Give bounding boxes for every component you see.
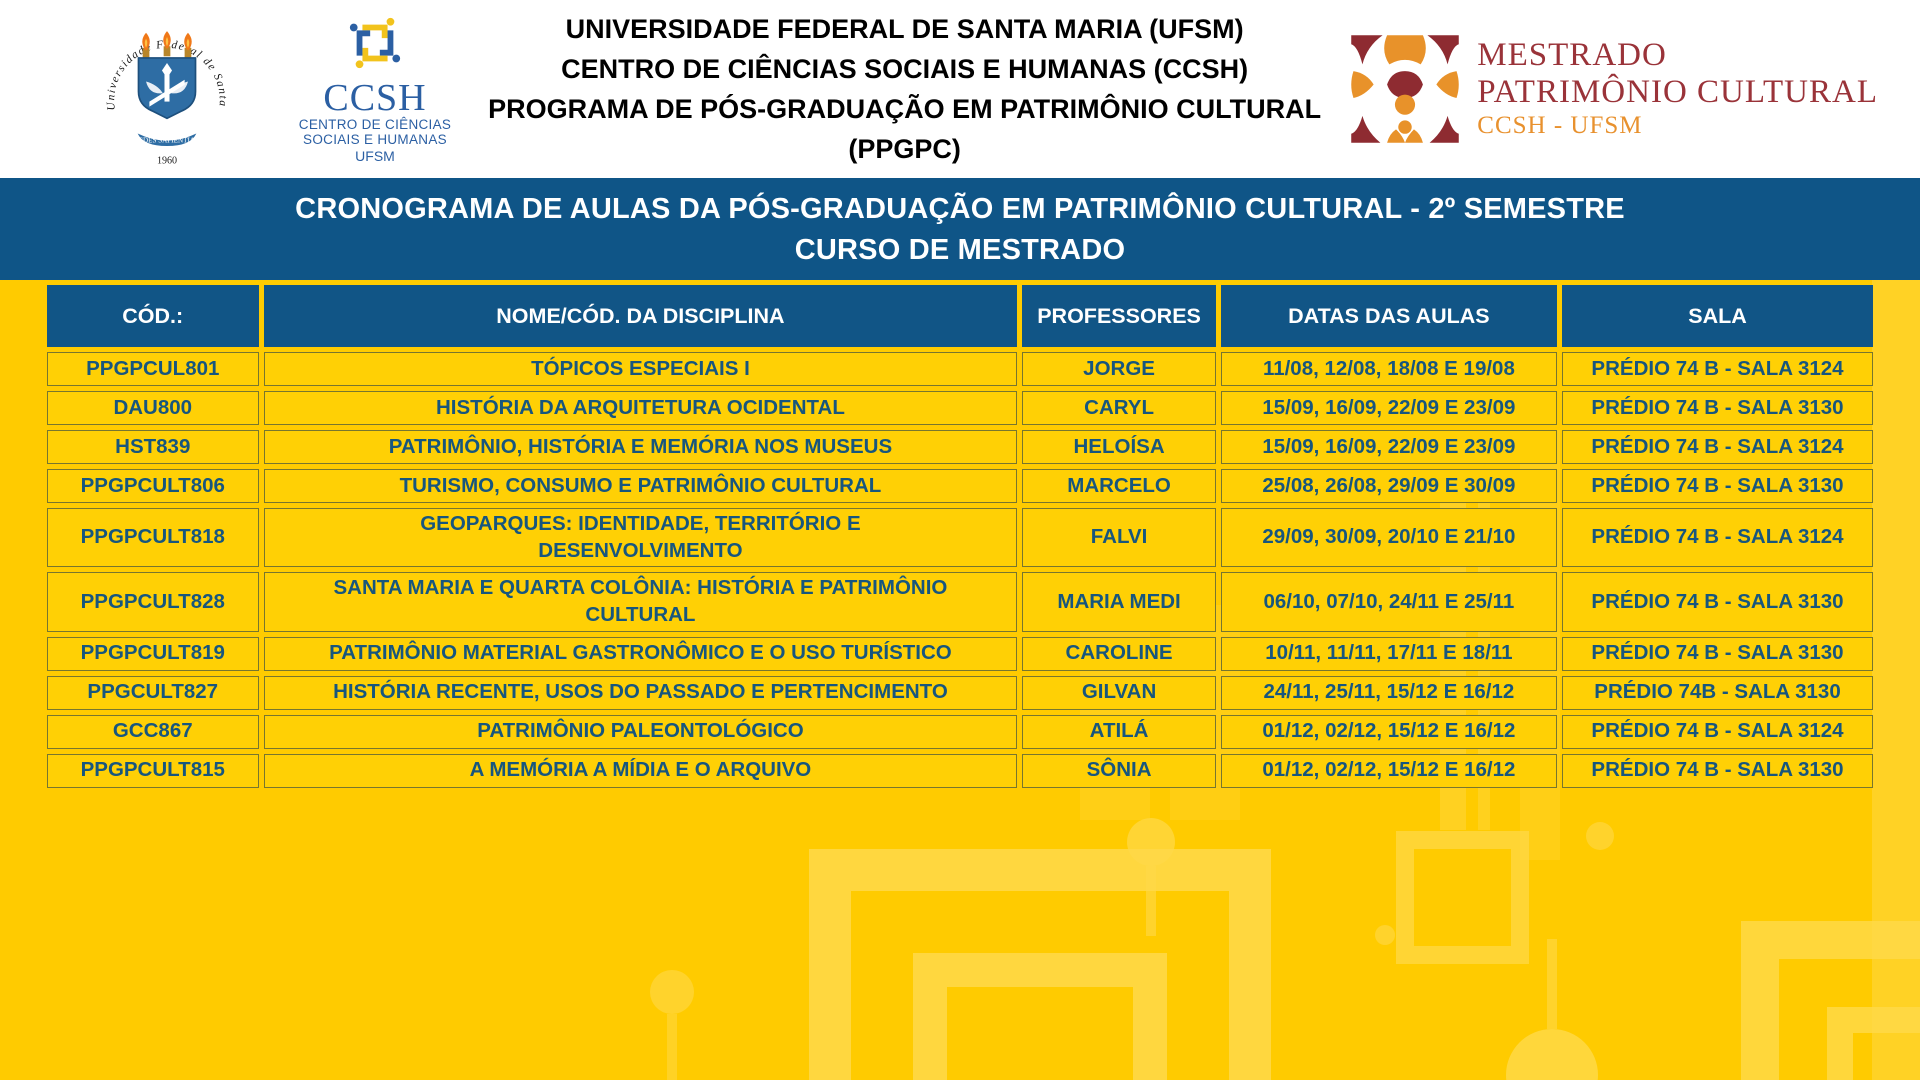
- table-body: PPGPCUL801 TÓPICOS ESPECIAIS I JORGE 11/…: [47, 352, 1873, 788]
- page-header: Universidade Federal de Santa Maria SEDE…: [0, 0, 1920, 178]
- table-row: PPGPCUL801 TÓPICOS ESPECIAIS I JORGE 11/…: [47, 352, 1873, 386]
- cell-professor: ATILÁ: [1022, 714, 1216, 749]
- column-header-disciplina: NOME/CÓD. DA DISCIPLINA: [263, 285, 1018, 347]
- column-header-sala: SALA: [1562, 285, 1873, 347]
- seal-motto-banner: [137, 133, 197, 147]
- table-row: PPGPCULT815 A MEMÓRIA A MÍDIA E O ARQUIV…: [47, 753, 1873, 788]
- column-header-professores: PROFESSORES: [1022, 285, 1216, 347]
- mestrado-line2: PATRIMÔNIO CULTURAL: [1477, 74, 1878, 110]
- column-header-datas: DATAS DAS AULAS: [1220, 285, 1558, 347]
- ccsh-logo: CCSH CENTRO DE CIÊNCIAS SOCIAIS E HUMANA…: [290, 14, 460, 164]
- cell-disciplina: TURISMO, CONSUMO E PATRIMÔNIO CULTURAL: [263, 469, 1018, 503]
- ccsh-line2: SOCIAIS E HUMANAS: [303, 132, 447, 147]
- banner-line2: CURSO DE MESTRADO: [794, 234, 1126, 266]
- cell-sala: PRÉDIO 74B - SALA 3130: [1562, 675, 1873, 710]
- cell-disciplina: TÓPICOS ESPECIAIS I: [263, 352, 1018, 386]
- ccsh-icon: [349, 17, 401, 69]
- cell-cod: PPGCULT827: [47, 675, 259, 710]
- cell-professor: FALVI: [1022, 508, 1216, 568]
- schedule-banner: CRONOGRAMA DE AULAS DA PÓS-GRADUAÇÃO EM …: [0, 178, 1920, 280]
- ccsh-acronym: CCSH: [323, 77, 427, 119]
- institution-title: UNIVERSIDADE FEDERAL DE SANTA MARIA (UFS…: [460, 9, 1349, 169]
- table-row: PPGPCULT819 PATRIMÔNIO MATERIAL GASTRONÔ…: [47, 636, 1873, 671]
- cell-sala: PRÉDIO 74 B - SALA 3124: [1562, 430, 1873, 464]
- mestrado-line3: CCSH - UFSM: [1477, 112, 1643, 139]
- cell-datas: 15/09, 16/09, 22/09 E 23/09: [1220, 391, 1558, 425]
- cell-professor: SÔNIA: [1022, 753, 1216, 788]
- cell-sala: PRÉDIO 74 B - SALA 3124: [1562, 714, 1873, 749]
- institution-line3: PROGRAMA DE PÓS-GRADUAÇÃO EM PATRIMÔNIO …: [488, 94, 1322, 164]
- cell-sala: PRÉDIO 74 B - SALA 3124: [1562, 352, 1873, 386]
- cell-cod: GCC867: [47, 714, 259, 749]
- cell-disciplina: PATRIMÔNIO, HISTÓRIA E MEMÓRIA NOS MUSEU…: [263, 430, 1018, 464]
- institution-line1: UNIVERSIDADE FEDERAL DE SANTA MARIA (UFS…: [565, 14, 1244, 44]
- cell-professor: GILVAN: [1022, 675, 1216, 710]
- cell-datas: 01/12, 02/12, 15/12 E 16/12: [1220, 753, 1558, 788]
- table-row: DAU800 HISTÓRIA DA ARQUITETURA OCIDENTAL…: [47, 391, 1873, 425]
- cell-datas: 29/09, 30/09, 20/10 E 21/10: [1220, 508, 1558, 568]
- cell-datas: 25/08, 26/08, 29/09 E 30/09: [1220, 469, 1558, 503]
- mestrado-logo-icon: [1351, 35, 1460, 143]
- cell-disciplina: HISTÓRIA DA ARQUITETURA OCIDENTAL: [263, 391, 1018, 425]
- cell-professor: JORGE: [1022, 352, 1216, 386]
- cell-sala: PRÉDIO 74 B - SALA 3130: [1562, 572, 1873, 632]
- cell-cod: PPGPCULT815: [47, 753, 259, 788]
- cell-disciplina: PATRIMÔNIO MATERIAL GASTRONÔMICO E O USO…: [263, 636, 1018, 671]
- cell-cod: PPGPCULT818: [47, 508, 259, 568]
- institution-line2: CENTRO DE CIÊNCIAS SOCIAIS E HUMANAS (CC…: [561, 54, 1249, 84]
- table-row: PPGCULT827 HISTÓRIA RECENTE, USOS DO PAS…: [47, 675, 1873, 710]
- cell-professor: CAROLINE: [1022, 636, 1216, 671]
- ufsm-seal-icon: Universidade Federal de Santa Maria SEDE…: [90, 11, 229, 167]
- cell-cod: PPGPCULT828: [47, 572, 259, 632]
- seal-motto: SEDES SAPIENTIAE: [135, 137, 200, 145]
- cell-cod: HST839: [47, 430, 259, 464]
- cell-sala: PRÉDIO 74 B - SALA 3130: [1562, 391, 1873, 425]
- cell-sala: PRÉDIO 74 B - SALA 3130: [1562, 469, 1873, 503]
- cell-sala: PRÉDIO 74 B - SALA 3124: [1562, 508, 1873, 568]
- cell-professor: MARCELO: [1022, 469, 1216, 503]
- table-header-row: CÓD.: NOME/CÓD. DA DISCIPLINA PROFESSORE…: [47, 285, 1873, 347]
- cell-professor: CARYL: [1022, 391, 1216, 425]
- banner-line1: CRONOGRAMA DE AULAS DA PÓS-GRADUAÇÃO EM …: [295, 193, 1625, 225]
- cell-disciplina: GEOPARQUES: IDENTIDADE, TERRITÓRIO E DES…: [263, 508, 1018, 568]
- cell-datas: 24/11, 25/11, 15/12 E 16/12: [1220, 675, 1558, 710]
- schedule-table: CÓD.: NOME/CÓD. DA DISCIPLINA PROFESSORE…: [42, 280, 1878, 793]
- seal-torch-emblem: [146, 63, 188, 107]
- table-row: PPGPCULT806 TURISMO, CONSUMO E PATRIMÔNI…: [47, 469, 1873, 503]
- table-row: GCC867 PATRIMÔNIO PALEONTOLÓGICO ATILÁ 0…: [47, 714, 1873, 749]
- cell-disciplina: SANTA MARIA E QUARTA COLÔNIA: HISTÓRIA E…: [263, 572, 1018, 632]
- mestrado-logo: MESTRADO PATRIMÔNIO CULTURAL CCSH - UFSM: [1349, 33, 1878, 145]
- cell-datas: 06/10, 07/10, 24/11 E 25/11: [1220, 572, 1558, 632]
- table-row: PPGPCULT818 GEOPARQUES: IDENTIDADE, TERR…: [47, 508, 1873, 568]
- cell-professor: MARIA MEDI: [1022, 572, 1216, 632]
- column-header-cod: CÓD.:: [47, 285, 259, 347]
- cell-datas: 01/12, 02/12, 15/12 E 16/12: [1220, 714, 1558, 749]
- cell-datas: 10/11, 11/11, 17/11 E 18/11: [1220, 636, 1558, 671]
- table-row: PPGPCULT828 SANTA MARIA E QUARTA COLÔNIA…: [47, 572, 1873, 632]
- schedule-content: CÓD.: NOME/CÓD. DA DISCIPLINA PROFESSORE…: [0, 280, 1920, 1080]
- seal-year: 1960: [157, 156, 177, 167]
- cell-professor: HELOÍSA: [1022, 430, 1216, 464]
- seal-torches: [142, 31, 192, 58]
- ccsh-line3: UFSM: [355, 148, 395, 164]
- cell-disciplina: HISTÓRIA RECENTE, USOS DO PASSADO E PERT…: [263, 675, 1018, 710]
- cell-sala: PRÉDIO 74 B - SALA 3130: [1562, 636, 1873, 671]
- ccsh-line1: CENTRO DE CIÊNCIAS: [298, 117, 452, 132]
- cell-cod: PPGPCULT806: [47, 469, 259, 503]
- cell-cod: DAU800: [47, 391, 259, 425]
- table-row: HST839 PATRIMÔNIO, HISTÓRIA E MEMÓRIA NO…: [47, 430, 1873, 464]
- ufsm-seal: Universidade Federal de Santa Maria SEDE…: [72, 11, 262, 167]
- cell-datas: 11/08, 12/08, 18/08 E 19/08: [1220, 352, 1558, 386]
- cell-datas: 15/09, 16/09, 22/09 E 23/09: [1220, 430, 1558, 464]
- cell-cod: PPGPCUL801: [47, 352, 259, 386]
- cell-disciplina: A MEMÓRIA A MÍDIA E O ARQUIVO: [263, 753, 1018, 788]
- cell-sala: PRÉDIO 74 B - SALA 3130: [1562, 753, 1873, 788]
- cell-cod: PPGPCULT819: [47, 636, 259, 671]
- mestrado-line1: MESTRADO: [1477, 37, 1667, 73]
- cell-disciplina: PATRIMÔNIO PALEONTOLÓGICO: [263, 714, 1018, 749]
